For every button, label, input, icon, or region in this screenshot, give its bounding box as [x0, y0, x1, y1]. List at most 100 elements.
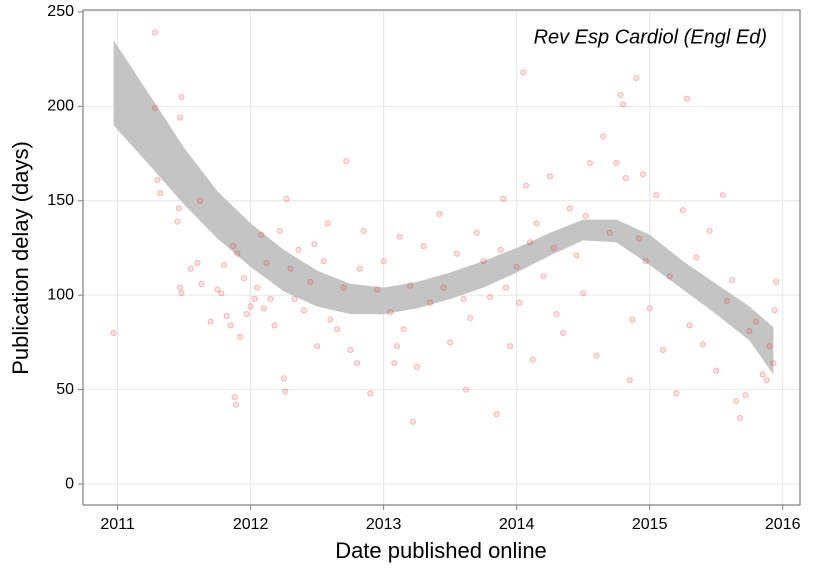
point [629, 316, 636, 323]
point [110, 329, 117, 337]
y-tick-label: 100 [47, 286, 74, 303]
point [314, 343, 321, 350]
y-tick-label: 50 [56, 381, 74, 398]
point [177, 114, 184, 121]
point [526, 239, 534, 246]
point [617, 91, 624, 99]
point [391, 360, 398, 367]
point [706, 227, 713, 235]
point [276, 227, 283, 235]
point [367, 390, 374, 397]
point [271, 322, 278, 329]
annotation: Rev Esp Cardiol (Engl Ed) [534, 26, 767, 48]
point [529, 356, 536, 363]
point [520, 69, 527, 76]
point [633, 74, 640, 82]
point [742, 392, 749, 399]
point [260, 305, 268, 312]
point [759, 371, 766, 378]
point [327, 316, 334, 323]
x-tick-label: 2012 [233, 516, 269, 533]
point [236, 333, 244, 340]
point [493, 411, 500, 418]
point [154, 176, 161, 184]
point [502, 284, 510, 291]
point [573, 252, 580, 259]
point [486, 293, 494, 301]
point [267, 295, 274, 303]
point [177, 284, 184, 291]
point [282, 388, 289, 395]
point [175, 205, 182, 212]
point [646, 305, 653, 312]
point [733, 397, 740, 405]
plot-background [83, 10, 800, 505]
point [283, 195, 290, 202]
point [407, 282, 414, 289]
point [258, 231, 265, 238]
point [550, 244, 558, 252]
point [723, 297, 730, 304]
y-axis-title: Publication delay (days) [8, 141, 33, 375]
plot-border [82, 9, 801, 506]
point [207, 318, 214, 325]
point [360, 227, 367, 235]
point [247, 303, 254, 310]
point [642, 258, 649, 265]
point [387, 309, 394, 316]
point [409, 418, 416, 425]
point [198, 280, 205, 287]
point [230, 242, 237, 250]
point [214, 286, 221, 293]
point [447, 339, 454, 346]
point [553, 310, 560, 318]
point [467, 314, 474, 321]
point [622, 174, 629, 182]
point [686, 322, 693, 329]
point [227, 322, 234, 329]
point [600, 133, 607, 140]
y-tick-label: 0 [65, 475, 74, 492]
point [593, 352, 600, 359]
y-tick-label: 150 [47, 192, 74, 209]
point [693, 254, 700, 261]
point [613, 159, 620, 167]
point [463, 386, 470, 393]
point [231, 394, 238, 401]
point [194, 259, 201, 267]
point [699, 341, 706, 348]
x-tick-label: 2015 [632, 516, 668, 533]
point [343, 157, 350, 165]
point [500, 195, 507, 202]
point [393, 343, 401, 350]
point [770, 360, 777, 367]
point [243, 310, 250, 318]
point [174, 218, 181, 225]
point [187, 265, 194, 272]
point [254, 284, 261, 291]
point [606, 229, 613, 236]
point [373, 286, 381, 293]
point [353, 360, 361, 367]
point [729, 276, 736, 284]
point [251, 295, 258, 303]
point [540, 273, 547, 280]
point [340, 284, 347, 291]
point [513, 263, 520, 270]
point [586, 159, 593, 167]
point [280, 375, 287, 382]
point [234, 250, 241, 257]
point [619, 101, 627, 108]
point [295, 246, 302, 253]
y-tick-label: 250 [47, 3, 74, 20]
point [533, 220, 540, 227]
point [436, 210, 443, 218]
point [400, 326, 407, 333]
point [473, 229, 480, 236]
point [763, 377, 770, 384]
x-tick-label: 2011 [100, 516, 135, 533]
point [232, 401, 240, 408]
point [746, 327, 753, 335]
point [440, 284, 447, 291]
